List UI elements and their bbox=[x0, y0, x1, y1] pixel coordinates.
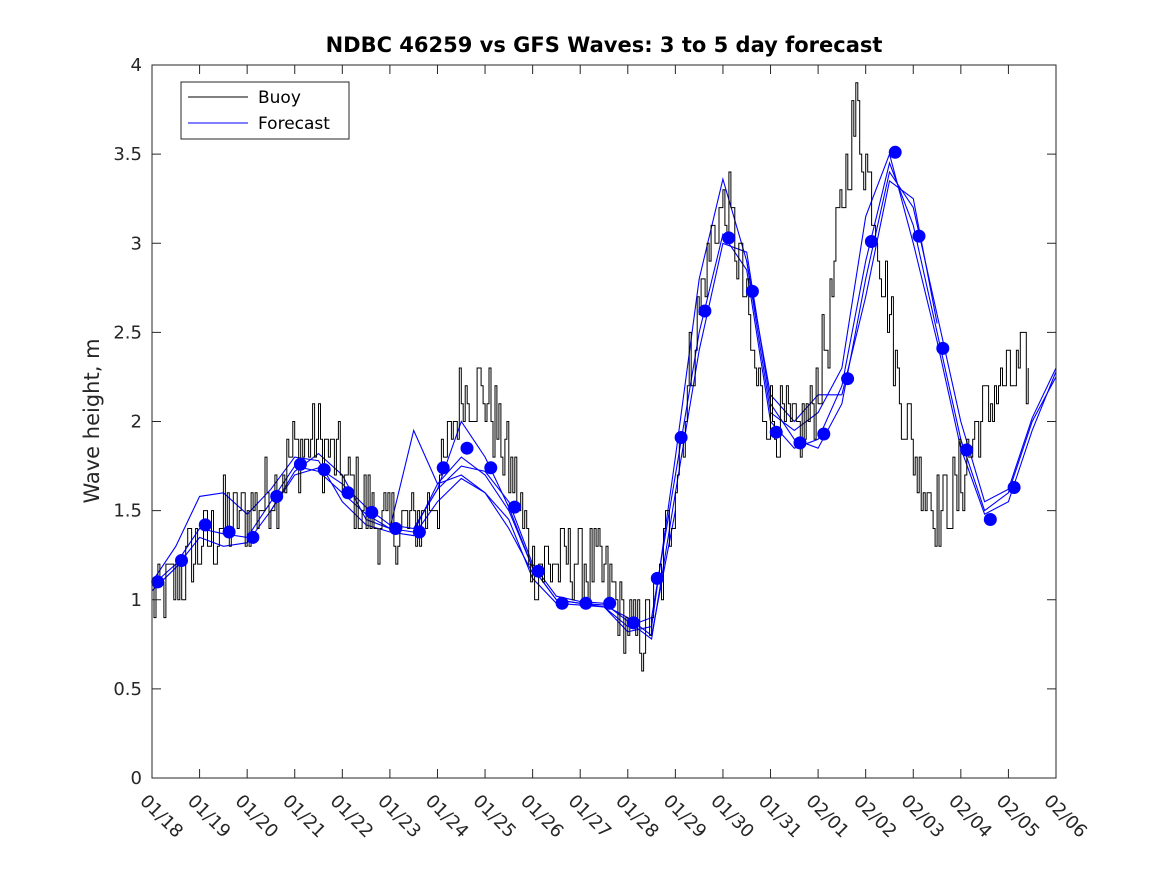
x-tick-label-1: 01/19 bbox=[183, 791, 235, 843]
forecast-marker-25 bbox=[722, 231, 736, 245]
forecast-marker-35 bbox=[960, 443, 974, 457]
y-tick-label-6: 3 bbox=[131, 233, 142, 254]
forecast-marker-6 bbox=[270, 489, 284, 503]
legend-buoy-label: Buoy bbox=[258, 88, 301, 108]
forecast-marker-23 bbox=[674, 431, 688, 444]
forecast-marker-20 bbox=[603, 596, 617, 610]
buoy-line bbox=[152, 82, 1029, 672]
y-tick-label-4: 2 bbox=[131, 412, 142, 433]
forecast-marker-15 bbox=[484, 461, 498, 475]
forecast-marker-34 bbox=[936, 341, 950, 355]
forecast-marker-3 bbox=[198, 518, 212, 532]
forecast-marker-21 bbox=[627, 616, 640, 630]
x-tick-label-7: 01/25 bbox=[469, 791, 521, 843]
x-tick-label-6: 01/24 bbox=[421, 791, 473, 843]
forecast-marker-26 bbox=[745, 284, 759, 298]
legend: Buoy Forecast bbox=[180, 81, 350, 140]
forecast-marker-37 bbox=[1007, 481, 1021, 494]
forecast-marker-32 bbox=[888, 145, 902, 159]
forecast-marker-30 bbox=[841, 372, 855, 386]
forecast-marker-14 bbox=[460, 441, 474, 455]
legend-box bbox=[180, 81, 350, 140]
y-tick-label-3: 1.5 bbox=[113, 501, 142, 522]
forecast-run-line-6 bbox=[746, 179, 938, 423]
x-tick-label-19: 02/06 bbox=[1039, 791, 1091, 843]
y-tick-label-5: 2.5 bbox=[113, 322, 142, 343]
buoy-series bbox=[152, 82, 1029, 672]
forecast-marker-18 bbox=[555, 596, 569, 610]
forecast-marker-7 bbox=[293, 457, 307, 471]
x-tick-label-18: 02/05 bbox=[992, 791, 1044, 843]
y-axis-label: Wave height, m bbox=[80, 338, 104, 503]
chart-title: NDBC 46259 vs GFS Waves: 3 to 5 day fore… bbox=[326, 33, 883, 57]
forecast-marker-13 bbox=[436, 461, 450, 475]
x-tick-label-4: 01/22 bbox=[326, 791, 378, 843]
y-tick-label-1: 0.5 bbox=[113, 679, 142, 700]
forecast-markers bbox=[151, 145, 1021, 630]
forecast-marker-5 bbox=[246, 530, 260, 544]
forecast-marker-31 bbox=[864, 235, 878, 248]
forecast-marker-11 bbox=[389, 522, 403, 535]
x-tick-label-0: 01/18 bbox=[135, 791, 187, 843]
x-tick-label-10: 01/28 bbox=[611, 791, 663, 843]
forecast-marker-9 bbox=[341, 486, 355, 500]
plot-area bbox=[152, 65, 1056, 778]
x-tick-label-13: 01/31 bbox=[754, 791, 806, 843]
x-tick-label-14: 02/01 bbox=[802, 791, 854, 843]
forecast-marker-28 bbox=[793, 436, 807, 450]
forecast-marker-19 bbox=[579, 596, 593, 610]
x-tick-label-16: 02/03 bbox=[897, 791, 949, 843]
x-tick-label-11: 01/29 bbox=[659, 791, 711, 843]
forecast-marker-10 bbox=[365, 505, 379, 519]
x-tick-label-3: 01/21 bbox=[278, 791, 330, 843]
forecast-marker-33 bbox=[912, 229, 926, 243]
y-axis-ticks: 0 0.5 1 1.5 2 2.5 3 3.5 4 bbox=[113, 55, 1056, 789]
forecast-marker-1 bbox=[151, 575, 165, 589]
x-tick-label-2: 01/20 bbox=[231, 791, 283, 843]
y-tick-label-8: 4 bbox=[131, 55, 142, 76]
legend-forecast-label: Forecast bbox=[258, 114, 330, 134]
x-tick-label-17: 02/04 bbox=[944, 791, 996, 843]
x-tick-label-9: 01/27 bbox=[564, 791, 616, 843]
forecast-marker-12 bbox=[412, 525, 426, 539]
forecast-marker-8 bbox=[317, 463, 331, 477]
y-tick-label-7: 3.5 bbox=[113, 144, 142, 165]
forecast-marker-16 bbox=[508, 500, 522, 514]
forecast-marker-29 bbox=[817, 427, 831, 441]
forecast-marker-24 bbox=[698, 304, 712, 318]
y-tick-label-2: 1 bbox=[131, 590, 142, 611]
forecast-marker-36 bbox=[983, 513, 997, 526]
forecast-marker-27 bbox=[769, 425, 783, 439]
x-tick-label-12: 01/30 bbox=[706, 791, 758, 843]
forecast-marker-17 bbox=[531, 564, 545, 578]
y-tick-label-0: 0 bbox=[131, 768, 142, 789]
x-tick-label-8: 01/26 bbox=[516, 791, 568, 843]
forecast-marker-2 bbox=[175, 554, 188, 567]
x-tick-label-15: 02/02 bbox=[849, 791, 901, 843]
forecast-marker-22 bbox=[650, 571, 664, 585]
forecast-marker-4 bbox=[222, 525, 236, 539]
x-tick-label-5: 01/23 bbox=[373, 791, 425, 843]
